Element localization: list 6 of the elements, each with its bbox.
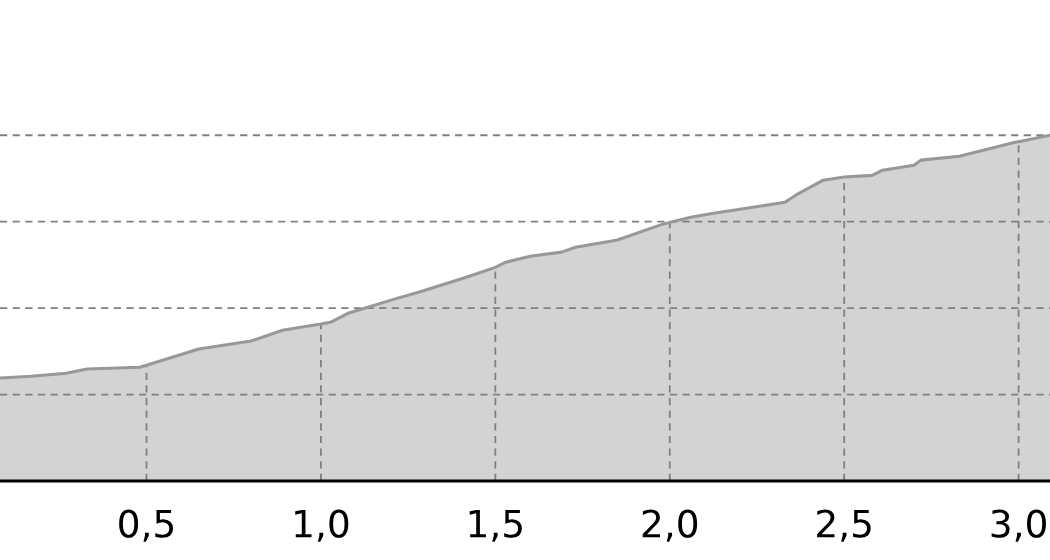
x-tick-label: 1,0 bbox=[295, 509, 349, 542]
x-tick-label: 0,5 bbox=[119, 509, 174, 542]
x-tick-label: 1,5 bbox=[469, 509, 522, 542]
x-tick-label: 2,5 bbox=[817, 509, 871, 542]
x-tick-label: 2,0 bbox=[642, 509, 698, 542]
x-tick-label: 3,0 bbox=[991, 509, 1046, 542]
